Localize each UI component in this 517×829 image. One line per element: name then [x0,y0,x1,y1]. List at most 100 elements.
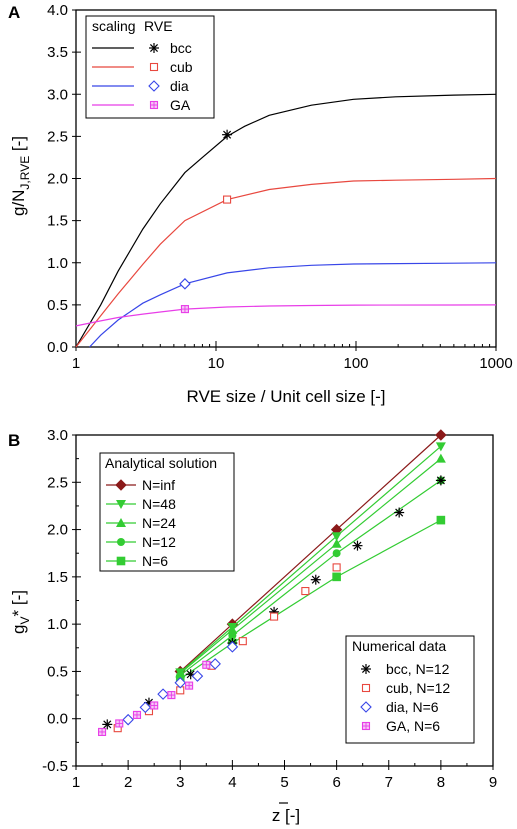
panel-b-numerical-marker-GA-N-6 [98,727,107,737]
panel-b-analytical-line-N=12 [179,479,442,676]
panel-a-legend-marker-GA [149,100,159,110]
panel-a-y-tick-label: 3.5 [47,44,68,61]
panel-b-numerical-marker-GA-N-6 [132,710,142,719]
panel-b-numerical-marker-dia-N-6 [191,670,204,682]
panel-b-x-tick-label: 6 [332,774,340,791]
panel-a-legend-header-scaling: scaling [92,18,136,34]
panel-b-analytical-legend-label: N=48 [142,496,176,512]
panel-a-x-tick-label: 1000 [479,355,512,372]
panel-b-ylabel-sub: V [18,616,32,624]
panel-b-xlabel: z [-] [272,806,300,825]
panel-b-numerical-marker-bcc-N-12 [310,574,321,585]
panel-b-analytical-legend-marker [115,479,127,491]
panel-b-numerical-marker-bcc-N-12 [102,719,113,730]
panel-b-numerical-marker-dia-N-6 [139,701,152,714]
panel-b-analytical-line-N=24 [179,458,442,674]
panel-a-series-line-dia [89,262,497,348]
panel-a-y-tick-label: 4.0 [47,2,68,19]
panel-a-y-tick-label: 1.5 [47,213,68,230]
panel-a-y-tick-label: 2.5 [47,128,68,145]
panel-a-y-tick-label: 3.0 [47,86,68,103]
panel-b-numerical-marker-GA-N-6 [185,681,194,690]
panel-b-analytical-marker-N=48 [331,532,342,542]
panel-a-series-marker-bcc-stroke [223,130,232,139]
panel-a-legend-label-bcc: bcc [170,40,192,56]
panel-b-numerical-marker-dia-N-6 [209,658,221,670]
panel-a-legend-label-dia: dia [170,78,189,94]
panel-b-numerical-marker-dia-N-6 [174,676,187,689]
panel-b-numerical-legend-marker [361,664,371,674]
panel-b-ylabel: gV* [-] [9,590,32,634]
panel-a-y-tick-label: 2.0 [47,171,68,188]
panel-b-ylabel-tail: * [-] [9,590,28,616]
panel-b-label: B [8,431,20,450]
panel-b-numerical-marker-bcc-N-12-stroke [186,670,195,679]
panel-b-numerical-legend-title: Numerical data [352,638,446,654]
panel-b-y-tick-label: -0.5 [42,758,68,775]
panel-b-numerical-marker-GA-N-6 [167,691,176,700]
panel-b-numerical-marker-cub-N-12 [301,586,310,596]
panel-a-x-tick-label: 1 [72,355,80,372]
panel-b-numerical-legend-marker [361,683,371,693]
panel-a-plot: 0.0 0.5 1.0 1.5 2.0 2.5 3.0 3.5 4.0 1 10 100 1000 sca… [47,2,513,372]
panel-a-y-tick-label: 0.5 [47,297,68,314]
panel-b-analytical-marker-N=24 [435,453,446,463]
panel-b-y-tick-label: 1.0 [47,616,68,633]
panel-a-x-tick-label: 10 [208,355,225,372]
panel-b-analytical-line-N=inf [179,434,442,672]
panel-a-series-line-bcc [75,93,497,348]
panel-b-numerical-marker-cub-N-12 [270,612,279,621]
panel-b-x-tick-label: 3 [176,774,184,791]
panel-a-ylabel-tail: [-] [9,136,28,156]
panel-b-x-tick-label: 8 [437,774,445,791]
panel-b-analytical-legend-marker [116,500,126,509]
panel-b-x-tick-label: 7 [385,774,393,791]
panel-b-numerical-marker-bcc-N-12-stroke [103,720,112,729]
panel-b-analytical-legend-label: N=6 [142,553,168,569]
panel-b-analytical-marker-N=6 [436,515,446,525]
panel-a-legend-header-rve: RVE [144,18,173,34]
panel-b-numerical-legend-marker-stroke [361,664,371,674]
panel-b-analytical-legend-label: N=12 [142,534,176,550]
panel-b-numerical-marker-bcc-N-12 [352,540,363,551]
panel-a-series-marker-dia [179,278,191,290]
panel-b-analytical-marker-N=12 [228,631,237,640]
panel-b-numerical-marker-dia-N-6 [122,713,134,726]
panel-b-x-tick-label: 2 [124,774,132,791]
panel-a-series-marker-bcc [222,129,233,140]
panel-b-numerical-marker-GA-N-6 [150,701,159,710]
panel-a-x-tick-label: 100 [343,355,368,372]
panel-a-legend-marker-cub [149,62,159,72]
panel-b-numerical-marker-cub-N-12 [332,563,341,572]
panel-a-legend-marker-dia [148,80,160,92]
panel-a-y-tick-label: 0.0 [47,339,68,356]
panel-b-numerical-marker-bcc-N-12-stroke [311,575,320,584]
panel-b-numerical-marker-GA-N-6 [202,660,211,669]
panel-b-numerical-marker-dia-N-6 [157,688,169,700]
panel-b-analytical-legend-title: Analytical solution [105,455,217,471]
panel-b-numerical-marker-GA-N-6 [115,719,124,728]
panel-b-x-tick-label: 1 [72,774,80,791]
panel-b-analytical-marker-N=24 [331,538,342,548]
panel-a-series-marker-GA [180,305,189,314]
panel-b-numerical-marker-bcc-N-12-stroke [353,541,362,550]
panel-b-x-tick-label: 4 [228,774,236,791]
panel-b-numerical-legend-marker [361,721,371,731]
panel-a-label: A [8,3,20,22]
panel-a-series-line-cub [75,177,497,348]
panel-b-plot: -0.5 0.0 0.5 1.0 1.5 2.0 2.5 3.0 1 2 3 4 5 6 7 8 9 Analyt… [42,427,497,791]
panel-a-ylabel-sub: J,RVE [18,156,32,190]
panel-b-numerical-legend-label: bcc, N=12 [386,661,450,677]
panel-b-numerical-marker-cub-N-12 [238,637,247,646]
panel-a-series-line-GA [75,304,497,327]
panel-a-legend-marker-bcc-stroke [149,43,159,53]
panel-a-series-marker-cub [223,195,232,204]
panel-b-y-tick-label: 1.5 [47,569,68,586]
panel-b-analytical-line-N=48 [179,445,442,673]
panel-b-numerical-legend-marker [360,701,372,713]
panel-b-y-tick-label: 3.0 [47,427,68,444]
panel-a-y-tick-label: 1.0 [47,255,68,272]
panel-b-x-tick-label: 5 [280,774,288,791]
panel-b-analytical-legend-label: N=24 [142,515,176,531]
